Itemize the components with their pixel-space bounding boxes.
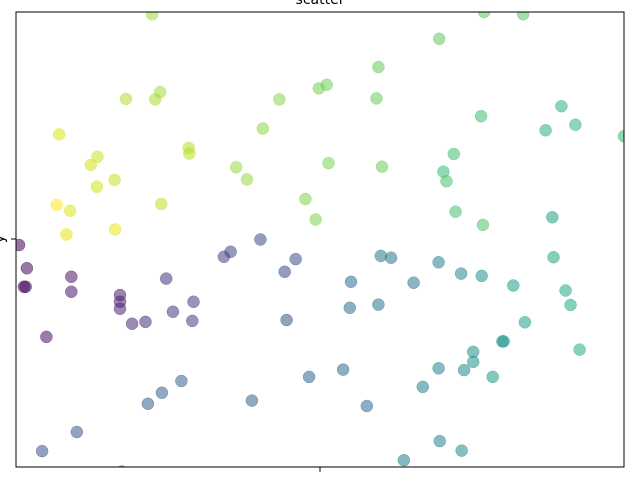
scatter-point: [360, 399, 374, 413]
scatter-point: [440, 175, 453, 188]
scatter-point: [60, 228, 73, 241]
scatter-point: [125, 317, 139, 330]
scatter-point: [139, 315, 152, 329]
scatter-point: [564, 298, 577, 312]
scatter-point: [141, 397, 155, 411]
scatter-point: [375, 160, 389, 173]
scatter-point: [336, 363, 350, 376]
scatter-point: [273, 93, 286, 106]
scatter-point: [384, 251, 398, 264]
scatter-point: [70, 425, 84, 439]
y-axis-label: y: [0, 235, 8, 243]
scatter-point: [52, 128, 66, 141]
scatter-point: [573, 343, 586, 356]
scatter-point: [159, 272, 173, 285]
scatter-point: [148, 93, 162, 106]
scatter-point: [289, 252, 302, 266]
scatter-point: [229, 160, 243, 174]
scatter-points: [16, 12, 624, 467]
scatter-point: [90, 180, 104, 193]
scatter-point: [186, 314, 199, 328]
scatter-point: [280, 313, 293, 327]
scatter-point: [35, 444, 49, 458]
scatter-point: [539, 124, 552, 137]
scatter-point: [84, 158, 98, 172]
scatter-point: [455, 444, 468, 457]
scatter-point: [65, 270, 78, 284]
scatter-point: [302, 370, 316, 384]
scatter-point: [447, 147, 461, 161]
scatter-point: [474, 109, 488, 123]
scatter-point: [432, 256, 445, 269]
scatter-point: [299, 192, 312, 206]
scatter-point: [516, 12, 530, 21]
scatter-point: [145, 12, 159, 21]
scatter-point: [486, 370, 499, 384]
scatter-point: [476, 218, 490, 232]
scatter-point: [569, 118, 582, 132]
scatter-point: [457, 363, 471, 377]
scatter-point: [65, 285, 78, 299]
scatter-point: [497, 335, 510, 348]
scatter-point: [187, 295, 200, 309]
scatter-point: [416, 380, 430, 394]
scatter-point: [240, 173, 254, 186]
scatter-point: [344, 275, 358, 289]
scatter-point: [113, 302, 127, 315]
scatter-point: [108, 173, 121, 187]
scatter-point: [256, 122, 270, 135]
scatter-point: [374, 249, 388, 263]
scatter-point: [370, 92, 383, 105]
scatter-point: [224, 245, 237, 259]
scatter-point: [555, 99, 568, 113]
scatter-point: [454, 267, 468, 280]
scatter-point: [312, 82, 326, 95]
scatter-point: [108, 223, 122, 236]
scatter-point: [155, 386, 169, 400]
scatter-point: [477, 12, 491, 19]
scatter-point: [475, 269, 488, 283]
scatter-point: [432, 362, 445, 375]
scatter-point: [63, 204, 77, 218]
scatter-point: [119, 92, 133, 106]
scatter-point: [40, 330, 53, 344]
scatter-point: [397, 453, 411, 467]
scatter-point: [433, 434, 447, 448]
scatter-point: [449, 205, 462, 218]
scatter-point: [278, 265, 291, 279]
scatter-point: [547, 250, 560, 264]
scatter-point: [466, 355, 480, 369]
scatter-point: [254, 233, 267, 246]
scatter-point: [546, 210, 559, 224]
scatter-point: [175, 374, 188, 388]
scatter-point: [507, 279, 520, 292]
scatter-point: [50, 198, 63, 212]
scatter-point: [372, 298, 385, 311]
scatter-point: [322, 156, 335, 170]
scatter-point: [407, 276, 420, 289]
scatter-point: [432, 32, 446, 46]
scatter-point: [20, 261, 34, 275]
scatter-point: [166, 305, 180, 319]
scatter-point: [559, 284, 572, 297]
scatter-point: [343, 301, 357, 315]
scatter-point: [16, 238, 26, 252]
scatter-point: [91, 150, 104, 163]
scatter-point: [155, 197, 168, 211]
scatter-point: [245, 394, 259, 407]
scatter-point: [372, 60, 385, 74]
scatter-point: [19, 280, 32, 294]
x-axis-label: x: [316, 476, 324, 480]
scatter-point: [183, 147, 196, 160]
plot-area: [16, 12, 624, 467]
chart-title: scatter: [296, 0, 345, 8]
scatter-point: [617, 129, 624, 143]
scatter-point: [518, 316, 532, 329]
scatter-point: [309, 213, 322, 226]
